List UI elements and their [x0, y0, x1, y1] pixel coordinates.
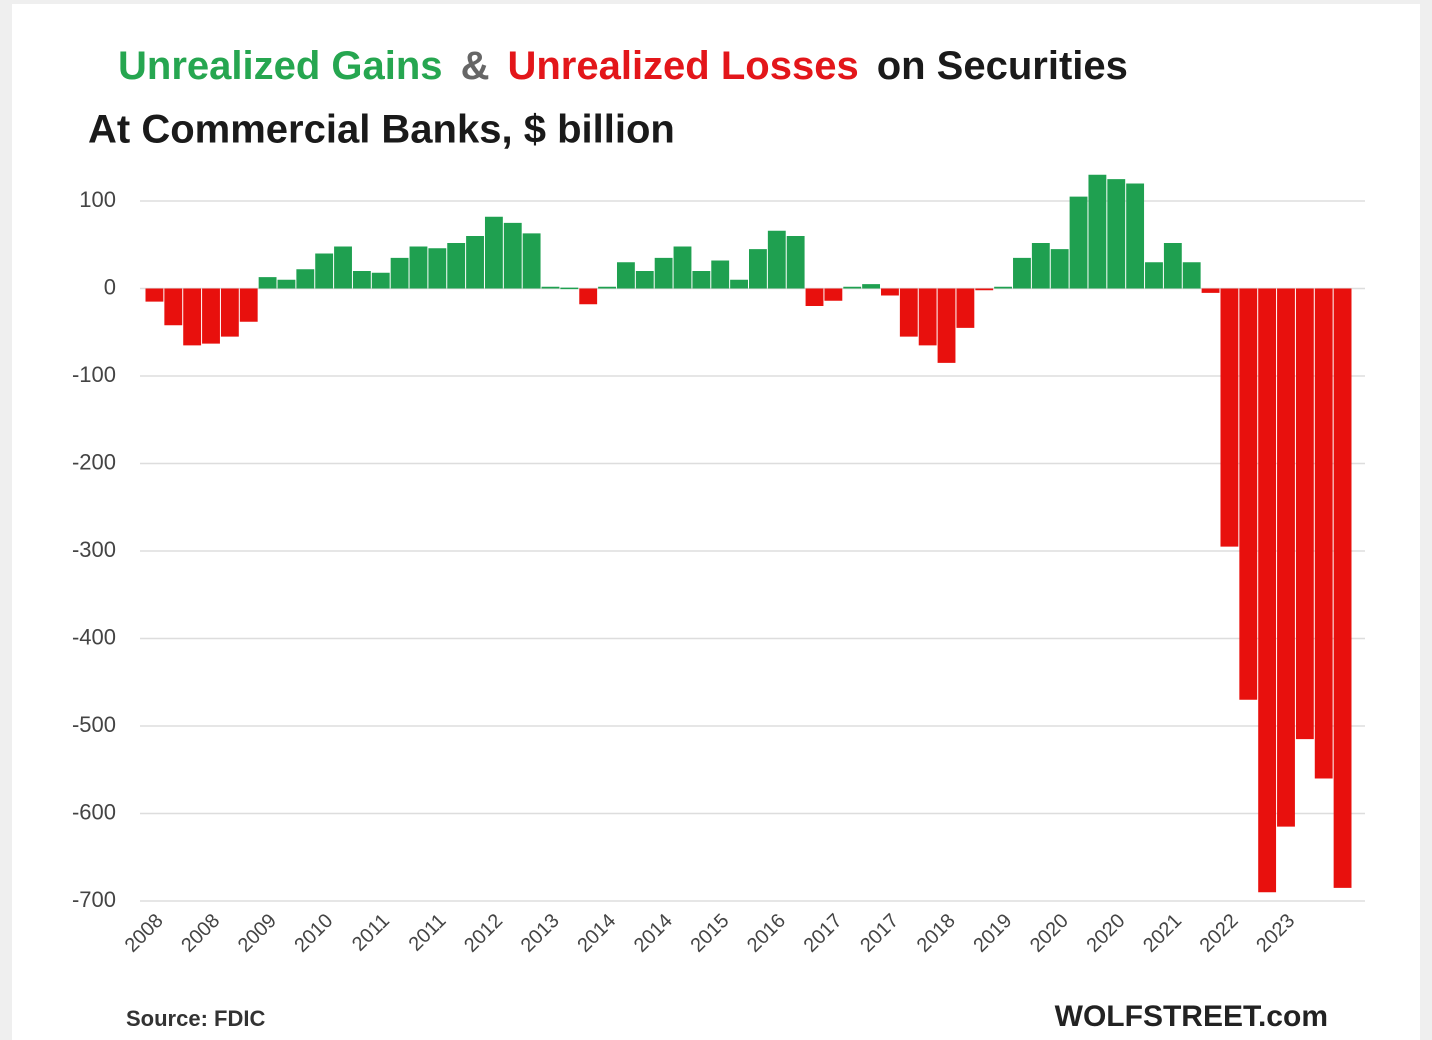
bar — [635, 271, 654, 289]
bar — [277, 279, 296, 289]
bar — [239, 288, 258, 322]
bar — [1088, 174, 1107, 289]
bar — [730, 279, 748, 289]
y-tick-label: -100 — [72, 362, 116, 387]
bar — [975, 288, 994, 291]
bar — [1050, 249, 1069, 289]
title-part: Unrealized Losses — [507, 44, 858, 88]
y-tick-label: -700 — [72, 887, 116, 912]
bar — [786, 236, 805, 289]
bar — [1201, 288, 1220, 293]
bar — [1145, 262, 1163, 289]
bar — [843, 286, 862, 289]
bar — [918, 288, 937, 346]
chart-title: Unrealized Gains & Unrealized Losses on Sec… — [118, 44, 1128, 88]
title-part: on Securities — [877, 44, 1128, 88]
chart-subtitle: At Commercial Banks, $ billion — [88, 108, 675, 152]
bar — [484, 216, 503, 289]
bar — [824, 288, 843, 301]
bar — [579, 288, 598, 305]
bar — [522, 233, 541, 289]
bar — [767, 230, 786, 289]
bar — [956, 288, 975, 328]
y-tick-label: -200 — [72, 449, 116, 474]
bar — [994, 286, 1013, 289]
bar — [258, 277, 277, 289]
bar — [164, 288, 183, 326]
y-tick-label: 0 — [104, 274, 116, 299]
bar — [1258, 288, 1277, 893]
bar — [711, 260, 730, 289]
bar — [598, 286, 616, 289]
bar — [937, 288, 956, 363]
bar — [1333, 288, 1352, 888]
bar — [692, 271, 711, 289]
bar — [352, 271, 371, 289]
bar — [1314, 288, 1333, 779]
bar — [183, 288, 202, 346]
title-part: & — [461, 44, 490, 88]
bar — [428, 248, 447, 289]
bar — [1295, 288, 1314, 740]
title-part: Unrealized Gains — [118, 44, 443, 88]
y-tick-label: -300 — [72, 537, 116, 562]
bar — [1031, 243, 1050, 289]
bar — [749, 249, 767, 289]
y-tick-label: 100 — [79, 187, 116, 212]
bar — [1126, 183, 1145, 289]
bar — [1107, 179, 1126, 289]
bar — [560, 287, 579, 290]
bar — [296, 269, 315, 289]
bar — [466, 236, 484, 289]
bar — [409, 246, 428, 289]
bar — [145, 288, 164, 302]
bar — [1277, 288, 1295, 827]
y-tick-label: -400 — [72, 624, 116, 649]
bar — [1239, 288, 1258, 700]
bar — [862, 284, 881, 289]
bar — [220, 288, 239, 337]
bar — [1069, 196, 1088, 289]
bar — [503, 222, 522, 289]
bar — [447, 243, 466, 289]
bar — [1013, 257, 1031, 289]
chart-background — [12, 4, 1420, 1040]
bar — [390, 257, 409, 289]
credit: WOLFSTREET.com — [1055, 1000, 1328, 1033]
bar — [805, 288, 824, 306]
source: Source: FDIC — [126, 1006, 265, 1031]
bar — [881, 288, 899, 296]
bar — [1182, 262, 1201, 289]
bar — [899, 288, 918, 337]
y-tick-label: -500 — [72, 712, 116, 737]
y-tick-label: -600 — [72, 799, 116, 824]
bar — [1220, 288, 1239, 547]
bar — [654, 257, 673, 289]
bar — [315, 253, 334, 289]
bar — [334, 246, 352, 289]
bar — [1163, 243, 1182, 289]
bar — [673, 246, 692, 289]
bar — [541, 286, 560, 289]
bar — [371, 272, 390, 289]
bar — [616, 262, 635, 289]
bar — [202, 288, 220, 344]
